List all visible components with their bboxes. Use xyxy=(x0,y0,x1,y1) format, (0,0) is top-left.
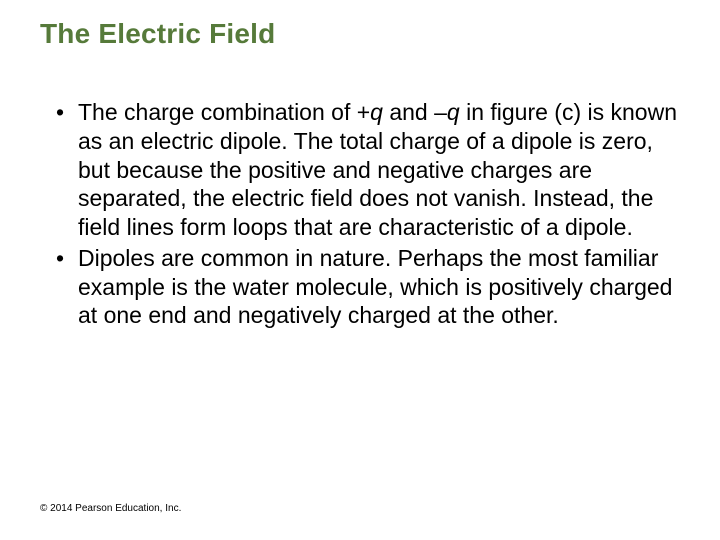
slide: The Electric Field The charge combinatio… xyxy=(0,0,720,540)
copyright-footer: © 2014 Pearson Education, Inc. xyxy=(40,503,181,514)
bullet-text-q2: q xyxy=(447,99,460,125)
slide-title: The Electric Field xyxy=(40,18,680,50)
bullet-item: The charge combination of +q and –q in f… xyxy=(52,98,680,242)
bullet-text: Dipoles are common in nature. Perhaps th… xyxy=(78,245,672,329)
bullet-list: The charge combination of +q and –q in f… xyxy=(52,98,680,330)
slide-body: The charge combination of +q and –q in f… xyxy=(40,98,680,330)
bullet-text-mid1: and – xyxy=(383,99,447,125)
bullet-item: Dipoles are common in nature. Perhaps th… xyxy=(52,244,680,330)
bullet-text-pre: The charge combination of + xyxy=(78,99,370,125)
bullet-text-q1: q xyxy=(370,99,383,125)
